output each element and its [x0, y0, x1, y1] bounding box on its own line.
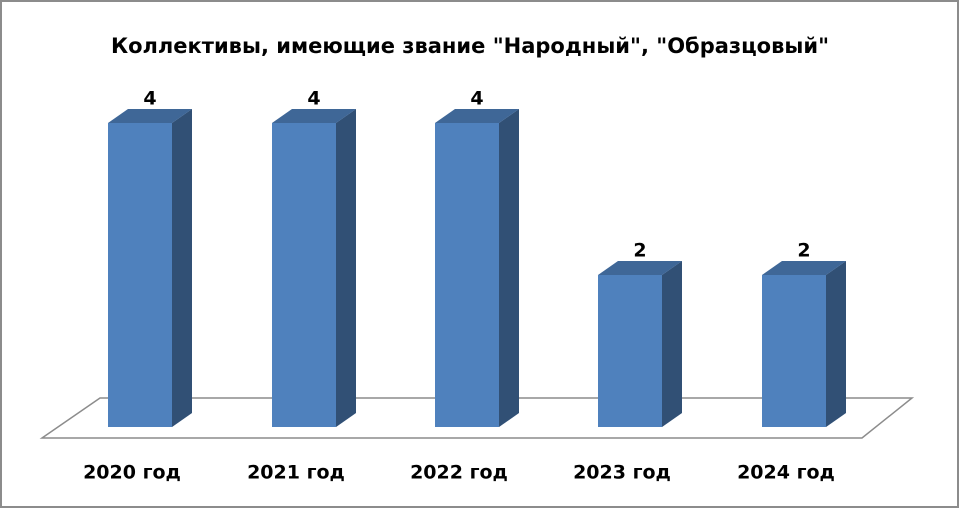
value-label: 2	[633, 240, 646, 262]
bar	[435, 109, 519, 427]
x-tick-label: 2021 год	[247, 462, 345, 484]
value-label: 4	[470, 88, 483, 110]
bar-side	[172, 109, 192, 427]
value-label: 2	[797, 240, 810, 262]
bar-side	[662, 261, 682, 427]
bar-front	[762, 275, 826, 427]
bar	[598, 261, 682, 427]
value-label: 4	[143, 88, 156, 110]
bar-side-shade	[662, 261, 682, 427]
bar-side-shade	[499, 109, 519, 427]
bar-side-shade	[826, 261, 846, 427]
bar-top	[762, 261, 846, 275]
bar-side-shade	[336, 109, 356, 427]
bar-front	[598, 275, 662, 427]
value-label: 4	[307, 88, 320, 110]
bar-side	[499, 109, 519, 427]
x-tick-label: 2022 год	[410, 462, 508, 484]
bar-top	[598, 261, 682, 275]
bar-side	[336, 109, 356, 427]
bar-top-shade	[762, 261, 846, 275]
bar-front	[108, 123, 172, 427]
chart-title: Коллективы, имеющие звание "Народный", "…	[111, 34, 829, 58]
bar-top-shade	[598, 261, 682, 275]
bar-top	[108, 109, 192, 123]
bar	[108, 109, 192, 427]
bar-side-shade	[172, 109, 192, 427]
bar-top	[435, 109, 519, 123]
bar-top-shade	[108, 109, 192, 123]
x-tick-label: 2023 год	[573, 462, 671, 484]
bar-side	[826, 261, 846, 427]
bar-top-shade	[435, 109, 519, 123]
bar-top-shade	[272, 109, 356, 123]
bar-front	[435, 123, 499, 427]
x-tick-label: 2024 год	[737, 462, 835, 484]
x-tick-label: 2020 год	[83, 462, 181, 484]
bar	[762, 261, 846, 427]
bar	[272, 109, 356, 427]
bar-top	[272, 109, 356, 123]
bar-front	[272, 123, 336, 427]
